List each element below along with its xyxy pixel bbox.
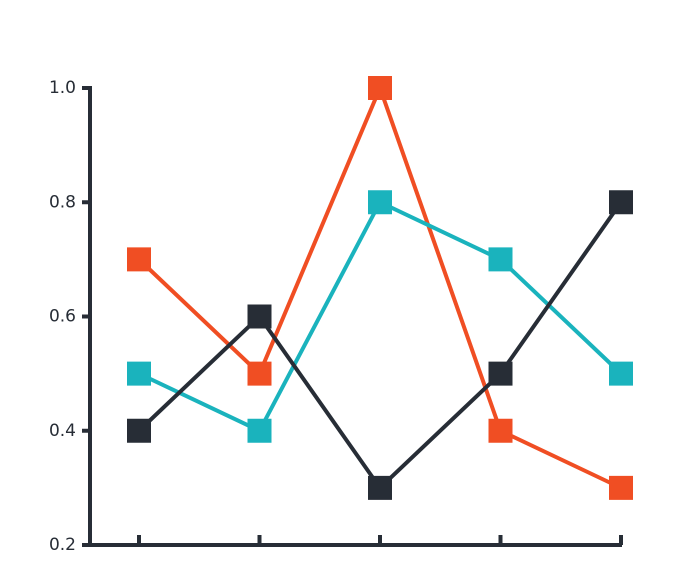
marker: [488, 418, 513, 443]
marker: [609, 190, 633, 215]
marker: [127, 361, 151, 386]
y-tick-label: 0.4: [49, 421, 76, 441]
marker: [368, 190, 392, 215]
marker: [127, 247, 151, 272]
marker: [488, 361, 513, 386]
y-tick-label: 0.8: [49, 192, 76, 212]
y-tick-label: 0.6: [49, 307, 76, 327]
y-tick-label: 1.0: [49, 78, 76, 98]
series-line: [137, 82, 622, 490]
marker: [127, 418, 151, 443]
marker: [609, 361, 633, 386]
marker: [368, 76, 392, 100]
series-line: [137, 201, 623, 491]
series-line: [138, 199, 623, 434]
marker: [247, 361, 272, 386]
marker: [247, 304, 272, 329]
marker: [609, 475, 633, 500]
marker: [368, 475, 392, 500]
marker: [488, 247, 513, 272]
marker: [247, 418, 272, 443]
y-tick-label: 0.2: [49, 535, 76, 555]
